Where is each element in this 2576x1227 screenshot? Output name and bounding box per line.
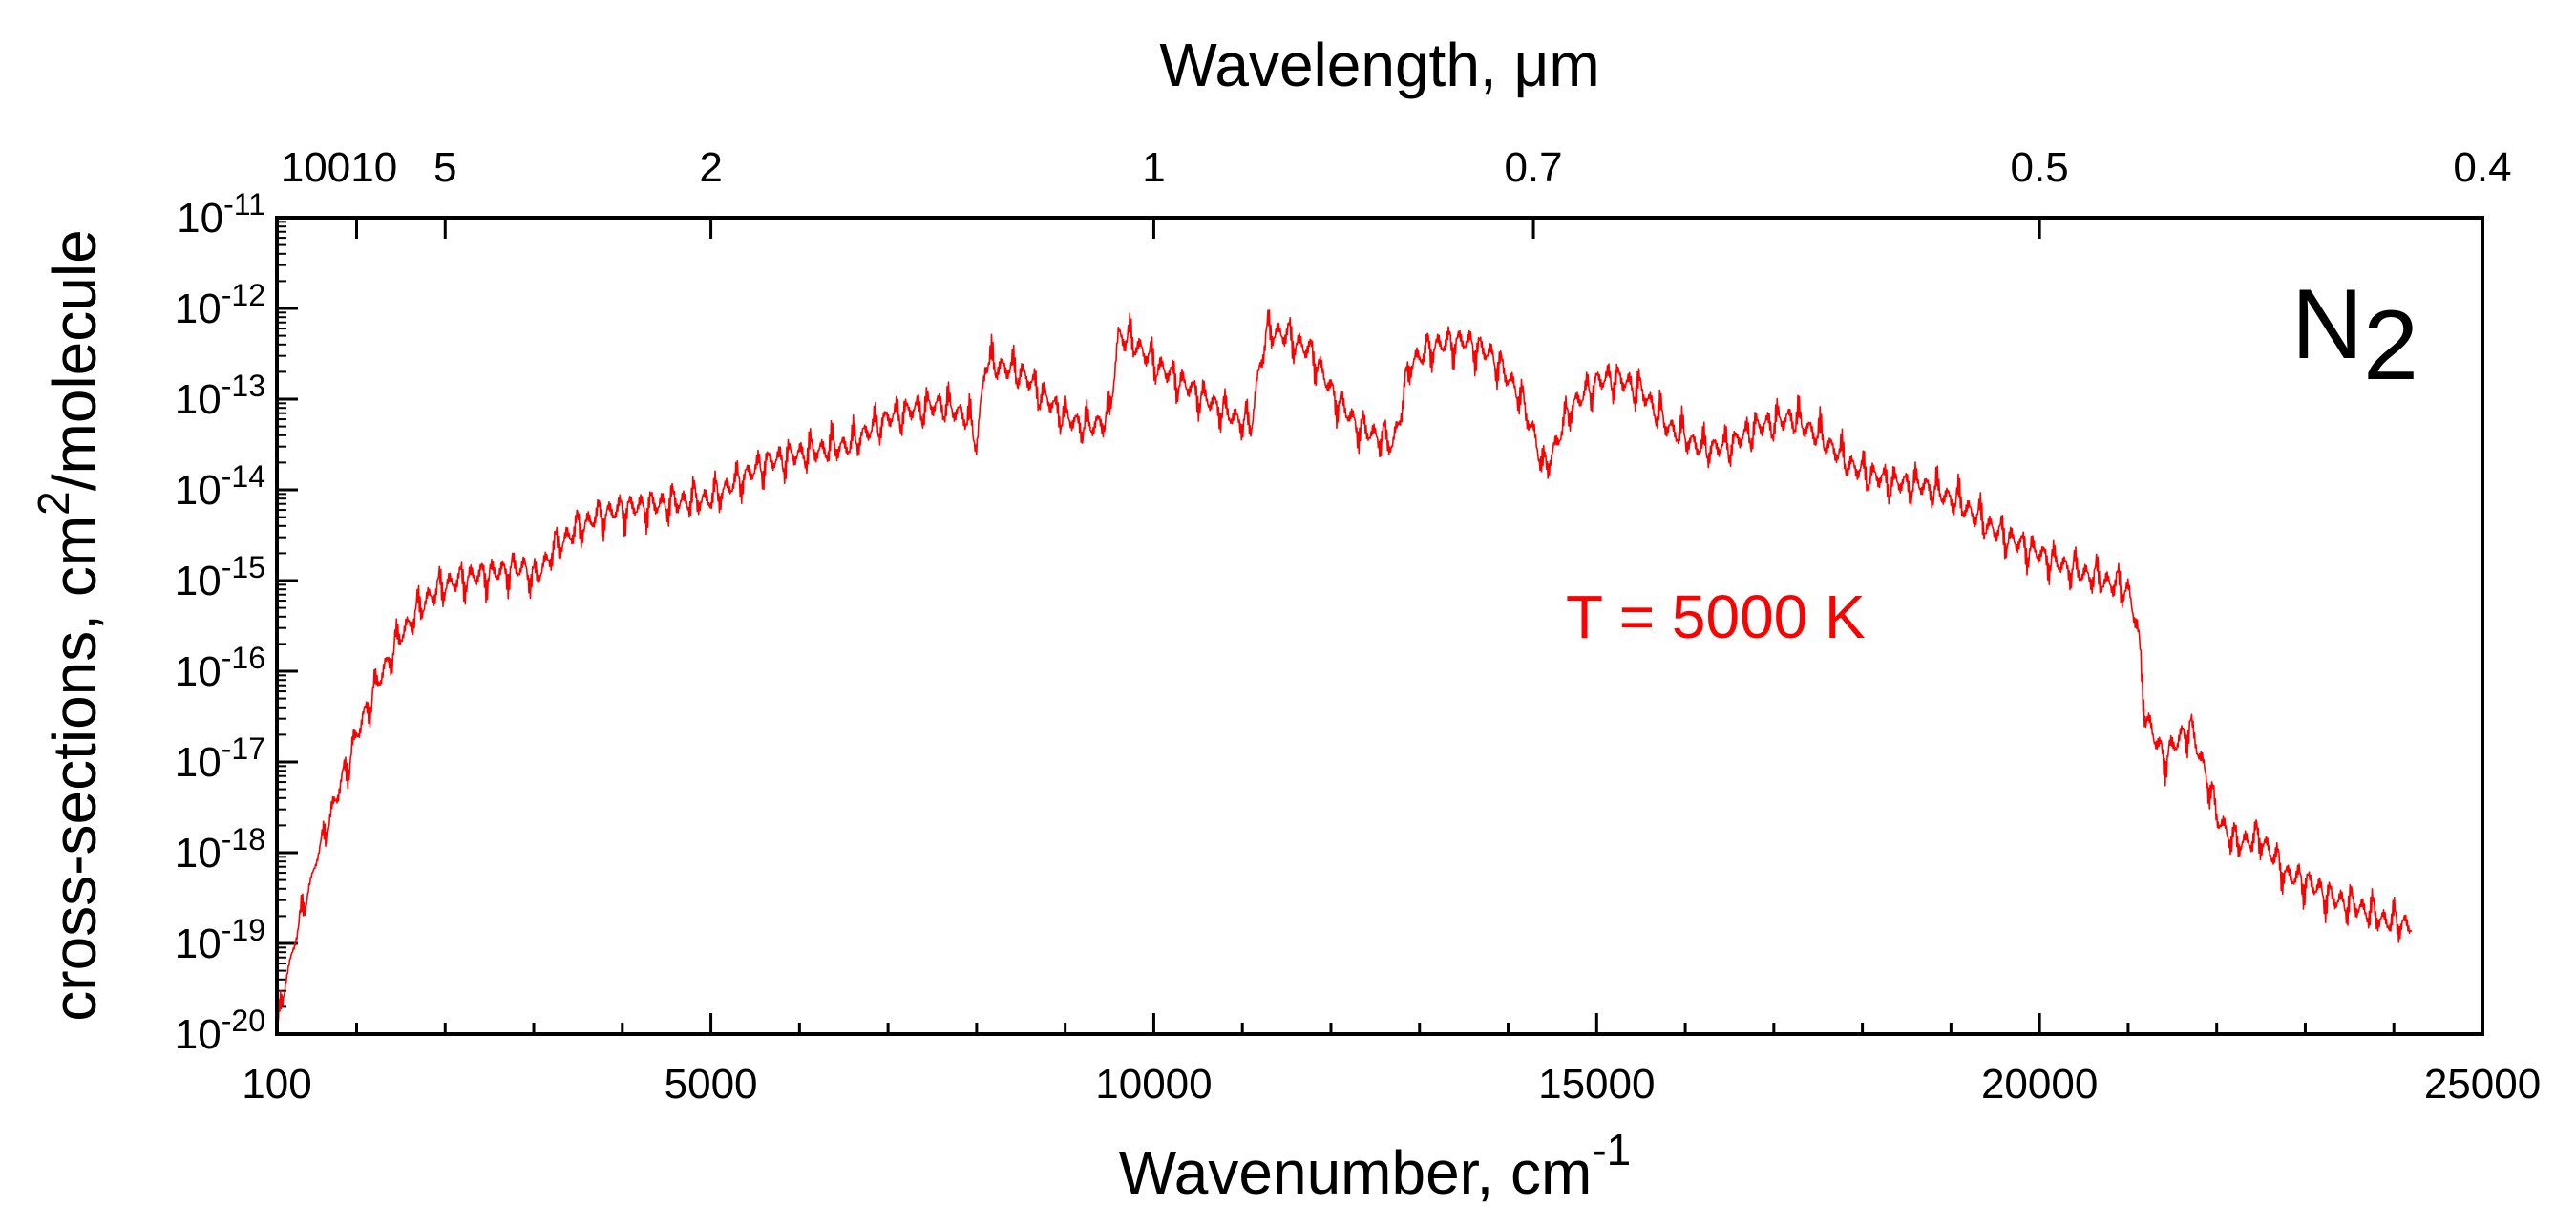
tick-marks xyxy=(277,216,2484,1036)
top-tick-label: 2 xyxy=(699,144,722,191)
y-tick-label: 10-14 xyxy=(175,459,265,514)
top-tick-label: 5 xyxy=(433,144,456,191)
x-tick-label: 20000 xyxy=(1981,1061,2098,1108)
top-axis-title: Wavelength, μm xyxy=(1159,31,1599,99)
y-axis-title: cross-sections, cm2/molecule xyxy=(29,229,109,1021)
molecule-label-main: N xyxy=(2291,269,2363,380)
y-tick-label: 10-16 xyxy=(175,641,265,695)
y-tick-label: 10-19 xyxy=(175,913,265,967)
top-tick-label: 0.7 xyxy=(1504,144,1562,191)
top-wavelength-tick-labels: 10010 5 2 1 0.7 0.5 0.4 xyxy=(281,144,2512,191)
molecule-label: N2 xyxy=(2291,269,2418,401)
top-tick-label: 1 xyxy=(1142,144,1165,191)
y-tick-labels: 10-11 10-12 10-13 10-14 10-15 10-16 10-17 10-18… xyxy=(175,187,265,1058)
x-tick-label: 100 xyxy=(242,1061,311,1108)
top-tick-label: 0.4 xyxy=(2453,144,2511,191)
top-tick-label: 10010 xyxy=(281,144,397,191)
y-tick-label: 10-13 xyxy=(175,369,265,423)
x-axis-title-superscript: -1 xyxy=(1592,1125,1631,1174)
x-tick-label: 5000 xyxy=(665,1061,758,1108)
y-tick-label: 10-11 xyxy=(177,187,265,242)
y-axis-title-superscript: 2 xyxy=(29,491,78,516)
temperature-label: T = 5000 K xyxy=(1566,582,1866,651)
bottom-x-tick-labels: 100 5000 10000 15000 20000 25000 xyxy=(242,1061,2541,1108)
molecule-label-subscript: 2 xyxy=(2363,290,2418,401)
y-tick-label: 10-20 xyxy=(175,1004,265,1058)
y-tick-label: 10-17 xyxy=(175,731,265,786)
y-axis-title-suffix: /molecule xyxy=(40,229,109,491)
x-tick-label: 25000 xyxy=(2424,1061,2541,1108)
x-axis-title-main: Wavenumber, cm xyxy=(1119,1138,1593,1207)
x-tick-label: 15000 xyxy=(1538,1061,1655,1108)
y-tick-label: 10-15 xyxy=(175,550,265,604)
x-axis-title: Wavenumber, cm-1 xyxy=(1119,1125,1631,1207)
y-tick-label: 10-12 xyxy=(175,278,265,332)
x-tick-label: 10000 xyxy=(1095,1061,1212,1108)
n2-cross-section-line xyxy=(276,309,2413,1035)
y-tick-label: 10-18 xyxy=(175,822,265,877)
top-tick-label: 0.5 xyxy=(2011,144,2069,191)
plot-frame xyxy=(275,216,2484,1036)
y-axis-title-main: cross-sections, cm xyxy=(40,516,109,1022)
